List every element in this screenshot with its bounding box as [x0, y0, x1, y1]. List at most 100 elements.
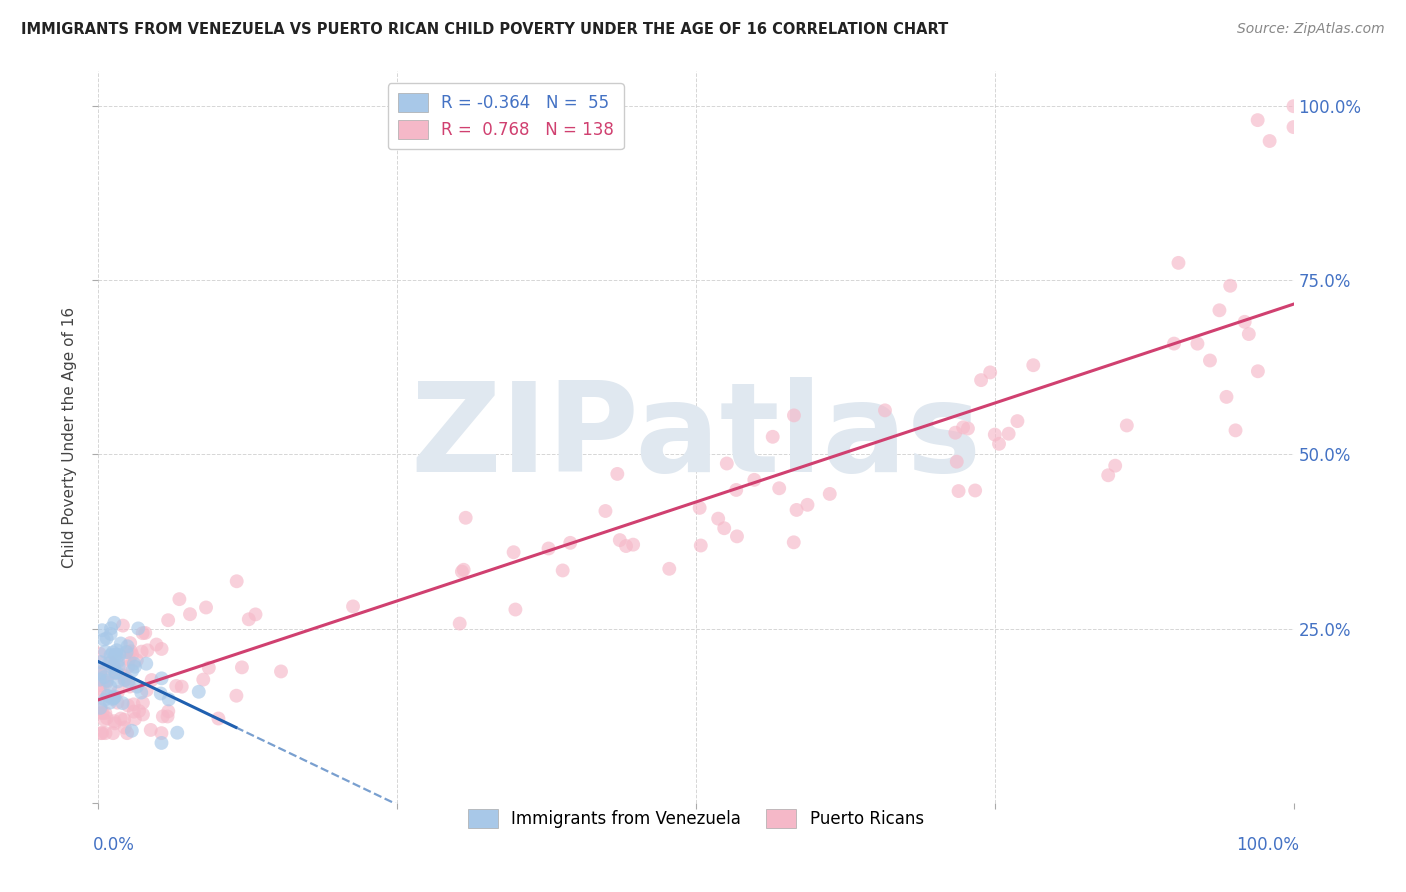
- Point: [165, 679, 187, 693]
- Point: [115, 672, 138, 686]
- Point: [796, 498, 818, 512]
- Point: [91, 726, 114, 740]
- Point: [101, 661, 124, 675]
- Point: [621, 538, 644, 552]
- Point: [1247, 364, 1270, 378]
- Point: [156, 709, 179, 723]
- Point: [89, 701, 111, 715]
- Point: [121, 723, 143, 738]
- Point: [984, 427, 1007, 442]
- Point: [118, 680, 141, 694]
- Point: [152, 709, 174, 723]
- Point: [131, 626, 153, 640]
- Point: [1225, 423, 1247, 437]
- Point: [122, 698, 145, 712]
- Point: [89, 666, 111, 681]
- Point: [502, 545, 524, 559]
- Point: [595, 504, 617, 518]
- Point: [157, 692, 180, 706]
- Point: [783, 535, 806, 549]
- Point: [725, 529, 748, 543]
- Point: [107, 685, 129, 699]
- Point: [132, 696, 155, 710]
- Point: [96, 711, 118, 725]
- Point: [956, 421, 979, 435]
- Point: [107, 660, 129, 674]
- Point: [614, 539, 637, 553]
- Point: [537, 541, 560, 556]
- Point: [1282, 99, 1305, 113]
- Point: [124, 659, 146, 673]
- Point: [231, 660, 253, 674]
- Point: [105, 696, 128, 710]
- Point: [104, 665, 127, 680]
- Point: [97, 689, 120, 703]
- Point: [89, 706, 111, 720]
- Point: [108, 648, 131, 662]
- Point: [783, 409, 806, 423]
- Point: [110, 636, 132, 650]
- Point: [94, 706, 117, 720]
- Point: [103, 714, 125, 728]
- Point: [952, 420, 974, 434]
- Point: [505, 602, 527, 616]
- Point: [96, 673, 118, 688]
- Point: [453, 563, 475, 577]
- Point: [245, 607, 267, 622]
- Point: [129, 685, 152, 699]
- Point: [89, 688, 111, 702]
- Point: [112, 668, 135, 682]
- Point: [117, 645, 139, 659]
- Point: [124, 712, 146, 726]
- Point: [101, 691, 124, 706]
- Point: [979, 365, 1001, 379]
- Point: [96, 675, 118, 690]
- Point: [342, 599, 364, 614]
- Point: [107, 674, 129, 689]
- Point: [145, 638, 167, 652]
- Point: [270, 665, 292, 679]
- Point: [125, 680, 148, 694]
- Point: [103, 660, 125, 674]
- Point: [120, 636, 142, 650]
- Point: [768, 481, 790, 495]
- Point: [725, 483, 748, 497]
- Point: [1199, 353, 1222, 368]
- Point: [141, 673, 163, 687]
- Point: [101, 645, 124, 659]
- Point: [449, 616, 471, 631]
- Point: [965, 483, 987, 498]
- Point: [94, 644, 117, 658]
- Point: [609, 533, 631, 547]
- Text: 0.0%: 0.0%: [93, 836, 135, 854]
- Point: [689, 539, 711, 553]
- Point: [988, 437, 1011, 451]
- Point: [122, 657, 145, 671]
- Point: [105, 654, 128, 668]
- Point: [90, 702, 112, 716]
- Point: [98, 656, 121, 670]
- Point: [132, 707, 155, 722]
- Point: [225, 574, 247, 589]
- Point: [135, 683, 157, 698]
- Point: [943, 425, 966, 440]
- Point: [1258, 134, 1281, 148]
- Point: [96, 632, 118, 646]
- Point: [112, 673, 135, 688]
- Legend: Immigrants from Venezuela, Puerto Ricans: Immigrants from Venezuela, Puerto Ricans: [461, 803, 931, 835]
- Point: [107, 655, 129, 669]
- Point: [198, 661, 221, 675]
- Point: [128, 704, 150, 718]
- Point: [689, 500, 711, 515]
- Point: [120, 644, 142, 658]
- Point: [93, 675, 115, 690]
- Point: [93, 713, 115, 727]
- Text: IMMIGRANTS FROM VENEZUELA VS PUERTO RICAN CHILD POVERTY UNDER THE AGE OF 16 CORR: IMMIGRANTS FROM VENEZUELA VS PUERTO RICA…: [21, 22, 948, 37]
- Point: [101, 692, 124, 706]
- Point: [104, 648, 127, 662]
- Point: [121, 648, 143, 662]
- Y-axis label: Child Poverty Under the Age of 16: Child Poverty Under the Age of 16: [62, 307, 77, 567]
- Point: [134, 626, 156, 640]
- Point: [112, 713, 135, 727]
- Point: [117, 659, 139, 673]
